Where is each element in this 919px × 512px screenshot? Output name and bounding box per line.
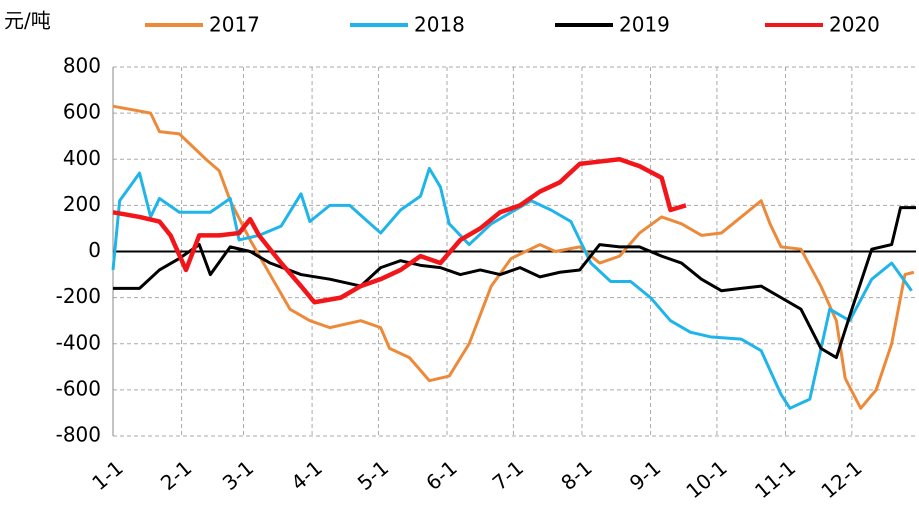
legend-label: 2020 — [829, 13, 880, 37]
x-tick-label: 8-1 — [556, 456, 596, 495]
x-tick-label: 11-1 — [750, 456, 800, 504]
x-tick-label: 12-1 — [816, 456, 866, 504]
y-tick-label: 400 — [63, 146, 101, 170]
legend-label: 2019 — [619, 13, 670, 37]
y-tick-label: -200 — [56, 284, 101, 308]
y-tick-label: 600 — [63, 100, 101, 124]
y-tick-label: -400 — [56, 330, 101, 354]
x-tick-label: 2-1 — [156, 456, 196, 495]
y-tick-label: -600 — [56, 376, 101, 400]
y-tick-label: 0 — [88, 238, 101, 262]
x-tick-label: 6-1 — [421, 456, 461, 495]
y-tick-label: -800 — [56, 423, 101, 447]
y-tick-label: 800 — [63, 54, 101, 78]
x-tick-label: 9-1 — [625, 456, 665, 495]
series-line — [112, 157, 687, 305]
series-line — [113, 206, 916, 360]
legend-label: 2018 — [414, 13, 465, 37]
x-tick-label: 10-1 — [681, 456, 731, 504]
y-axis-unit: 元/吨 — [4, 9, 51, 33]
y-tick-label: 200 — [63, 192, 101, 216]
legend-label: 2017 — [209, 13, 260, 37]
x-tick-label: 3-1 — [218, 456, 258, 495]
series-line — [112, 104, 915, 410]
x-tick-label: 7-1 — [488, 456, 528, 495]
x-tick-label: 4-1 — [286, 456, 326, 495]
x-tick-label: 1-1 — [87, 456, 127, 495]
series-line — [111, 166, 913, 410]
x-tick-label: 5-1 — [353, 456, 393, 495]
